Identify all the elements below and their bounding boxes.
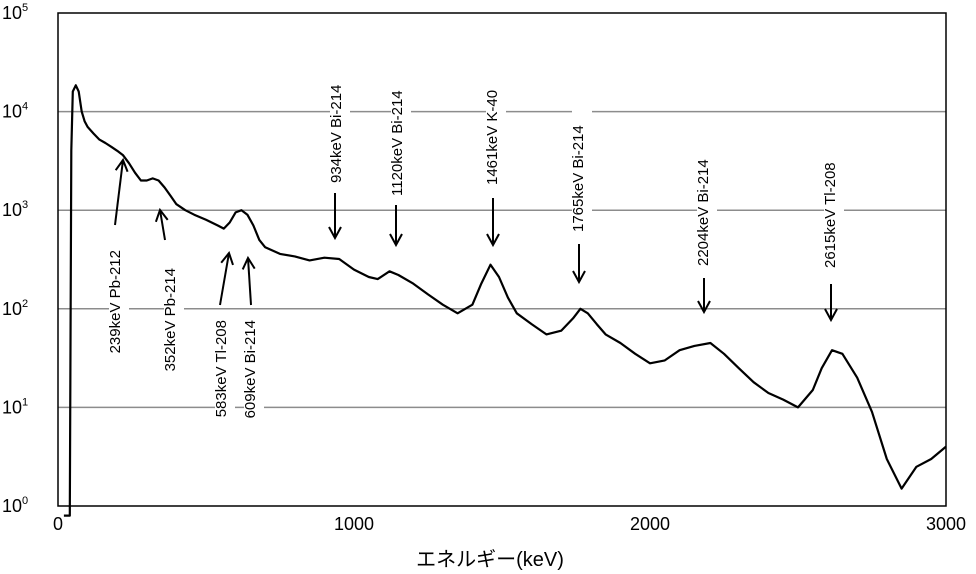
annotation-arrowhead bbox=[572, 270, 586, 285]
y-tick-label: 105 bbox=[2, 2, 28, 23]
y-tick-label: 101 bbox=[2, 396, 28, 417]
annotation-label: 2204keV Bi-214 bbox=[695, 159, 712, 266]
annotation-label-bg bbox=[824, 145, 844, 272]
annotation-label-bg bbox=[330, 68, 350, 187]
y-tick-base: 10 bbox=[2, 299, 22, 319]
annotation-label: 934keV Bi-214 bbox=[328, 85, 345, 183]
annotation-arrowhead bbox=[220, 250, 234, 266]
annotation-arrowhead bbox=[328, 226, 342, 241]
annotation-arrow bbox=[159, 209, 166, 241]
y-tick-label: 100 bbox=[2, 495, 28, 516]
y-tick-exponent: 5 bbox=[22, 2, 28, 14]
annotation-label-bg bbox=[391, 73, 411, 200]
plot-frame bbox=[57, 12, 947, 507]
annotation-label-bg bbox=[572, 109, 592, 236]
annotation-arrowhead bbox=[824, 308, 838, 323]
annotation-label: 609keV Bi-214 bbox=[242, 320, 259, 418]
y-tick-exponent: 3 bbox=[22, 199, 28, 211]
y-tick-label: 103 bbox=[2, 199, 28, 220]
annotation-arrow bbox=[247, 257, 252, 306]
y-tick-label: 102 bbox=[2, 298, 28, 319]
annotation-label-bg bbox=[109, 246, 129, 365]
y-tick-base: 10 bbox=[2, 102, 22, 122]
annotation-label-bg bbox=[215, 316, 235, 435]
y-tick-exponent: 0 bbox=[22, 495, 28, 507]
annotation-arrowhead bbox=[486, 233, 500, 248]
annotation-arrow bbox=[219, 252, 230, 306]
y-tick-base: 10 bbox=[2, 200, 22, 220]
y-tick-exponent: 1 bbox=[22, 396, 28, 408]
annotation-arrow bbox=[114, 159, 124, 226]
annotation-label: 2615keV Tl-208 bbox=[822, 162, 839, 268]
annotation-label: 1461keV K-40 bbox=[484, 90, 501, 185]
annotation-label: 1120keV Bi-214 bbox=[389, 90, 406, 196]
x-tick-label: 1000 bbox=[334, 514, 374, 534]
annotation-arrowhead bbox=[114, 157, 129, 173]
y-tick-base: 10 bbox=[2, 397, 22, 417]
annotation-arrowhead bbox=[154, 207, 169, 223]
y-tick-label: 104 bbox=[2, 101, 28, 122]
annotation-label-bg bbox=[697, 143, 717, 270]
annotation-arrowhead bbox=[241, 255, 256, 270]
spectrum-line bbox=[63, 84, 947, 517]
annotation-label: 583keV Tl-208 bbox=[213, 320, 230, 417]
y-tick-exponent: 4 bbox=[22, 101, 28, 113]
annotation-label-bg bbox=[244, 316, 264, 435]
x-tick-labels: 0 1000 2000 3000 bbox=[53, 514, 966, 534]
annotation-arrowhead bbox=[389, 233, 403, 248]
annotation-label: 1765keV Bi-214 bbox=[570, 125, 587, 232]
x-axis-label: エネルギー(keV) bbox=[416, 548, 564, 571]
annotation-label: 239keV Pb-212 bbox=[107, 250, 124, 353]
annotation-arrowhead bbox=[697, 300, 711, 315]
x-tick-label: 0 bbox=[53, 514, 63, 534]
y-tick-base: 10 bbox=[2, 3, 22, 23]
x-tick-label: 2000 bbox=[630, 514, 670, 534]
annotation-label-bg bbox=[486, 78, 506, 189]
annotation-label: 352keV Pb-214 bbox=[162, 268, 179, 371]
y-tick-base: 10 bbox=[2, 496, 22, 516]
annotation-label-bg bbox=[164, 264, 184, 383]
series-layer bbox=[63, 84, 947, 517]
peak-annotations: 239keV Pb-212 352keV Pb-214 583keV Tl-208 6… bbox=[107, 68, 844, 435]
y-tick-exponent: 2 bbox=[22, 298, 28, 310]
x-tick-label: 3000 bbox=[926, 514, 966, 534]
